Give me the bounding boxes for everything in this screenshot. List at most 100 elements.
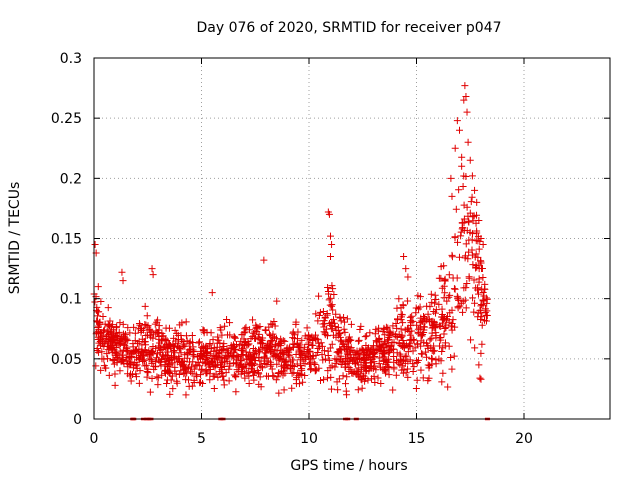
data-point xyxy=(119,351,127,359)
data-point xyxy=(309,341,317,349)
data-point xyxy=(296,341,304,349)
data-point xyxy=(106,317,114,325)
data-point xyxy=(420,313,428,321)
data-point xyxy=(351,368,359,376)
data-point xyxy=(113,353,121,361)
data-point xyxy=(281,337,289,345)
data-point xyxy=(122,330,130,338)
data-point xyxy=(240,329,248,337)
data-point xyxy=(232,372,240,380)
data-point-outlier xyxy=(94,283,102,291)
data-point-outlier xyxy=(91,241,99,249)
data-point xyxy=(246,356,254,364)
data-point xyxy=(411,344,419,352)
data-point xyxy=(403,325,411,333)
data-point xyxy=(163,348,171,356)
data-point xyxy=(128,352,136,360)
data-point xyxy=(308,355,316,363)
data-point xyxy=(328,362,336,370)
data-point xyxy=(424,310,432,318)
data-point xyxy=(440,294,448,302)
data-point xyxy=(109,356,117,364)
data-point xyxy=(475,265,483,273)
data-point xyxy=(371,378,379,386)
data-point xyxy=(249,367,257,375)
data-point xyxy=(424,377,432,385)
data-point xyxy=(219,372,227,380)
data-point xyxy=(255,370,263,378)
data-point xyxy=(175,370,183,378)
data-point xyxy=(317,339,325,347)
data-point xyxy=(177,359,185,366)
data-point xyxy=(173,342,181,350)
data-point xyxy=(389,322,397,330)
data-point xyxy=(416,293,424,301)
data-point xyxy=(294,328,302,336)
data-point xyxy=(455,186,463,194)
data-point xyxy=(188,331,196,339)
data-point xyxy=(238,350,246,358)
data-point xyxy=(404,324,412,332)
data-point xyxy=(437,334,445,342)
data-point xyxy=(334,331,342,339)
data-point xyxy=(479,289,487,297)
data-point xyxy=(438,378,446,386)
data-point xyxy=(298,336,306,344)
y-tick-label: 0.3 xyxy=(60,51,82,67)
data-point xyxy=(292,320,300,328)
data-point xyxy=(435,342,443,350)
data-point xyxy=(327,294,335,302)
data-point xyxy=(442,324,450,332)
data-point xyxy=(451,323,459,331)
data-point xyxy=(428,317,436,325)
data-point xyxy=(361,333,369,341)
data-point xyxy=(340,325,348,333)
data-point xyxy=(445,318,453,326)
data-point-outlier xyxy=(475,216,483,224)
data-point xyxy=(122,346,130,354)
data-point xyxy=(110,329,118,337)
data-point xyxy=(250,354,258,362)
data-point xyxy=(129,340,137,348)
data-point xyxy=(412,385,420,393)
data-point xyxy=(476,306,484,314)
data-point xyxy=(263,341,271,349)
data-point xyxy=(241,328,249,336)
data-point xyxy=(277,335,285,343)
data-point xyxy=(245,379,253,387)
data-point xyxy=(424,344,432,352)
data-point xyxy=(315,343,323,351)
data-point xyxy=(457,232,465,240)
data-point xyxy=(398,362,406,370)
y-tick-label: 0.2 xyxy=(60,171,82,187)
data-point xyxy=(139,326,147,334)
data-point xyxy=(327,385,335,393)
data-point xyxy=(455,253,463,261)
data-point xyxy=(316,308,324,316)
data-point xyxy=(110,360,118,368)
data-point xyxy=(479,301,487,309)
data-point xyxy=(392,371,400,379)
data-point xyxy=(165,340,173,348)
data-point xyxy=(116,347,124,355)
data-point xyxy=(409,368,417,376)
data-point xyxy=(143,373,151,381)
data-point xyxy=(381,367,389,375)
data-point xyxy=(193,372,201,380)
data-point xyxy=(441,325,449,333)
data-point xyxy=(225,377,233,385)
data-point xyxy=(101,364,109,372)
data-point xyxy=(97,366,105,374)
data-point xyxy=(275,389,283,397)
data-point xyxy=(289,334,297,342)
data-point xyxy=(155,326,163,334)
data-point xyxy=(199,380,207,388)
data-point xyxy=(161,361,169,369)
data-point xyxy=(344,358,352,366)
data-point xyxy=(243,355,251,363)
data-point xyxy=(175,353,183,361)
data-point xyxy=(255,346,263,354)
data-point xyxy=(450,285,458,293)
data-point xyxy=(478,321,486,329)
data-point xyxy=(457,228,465,236)
